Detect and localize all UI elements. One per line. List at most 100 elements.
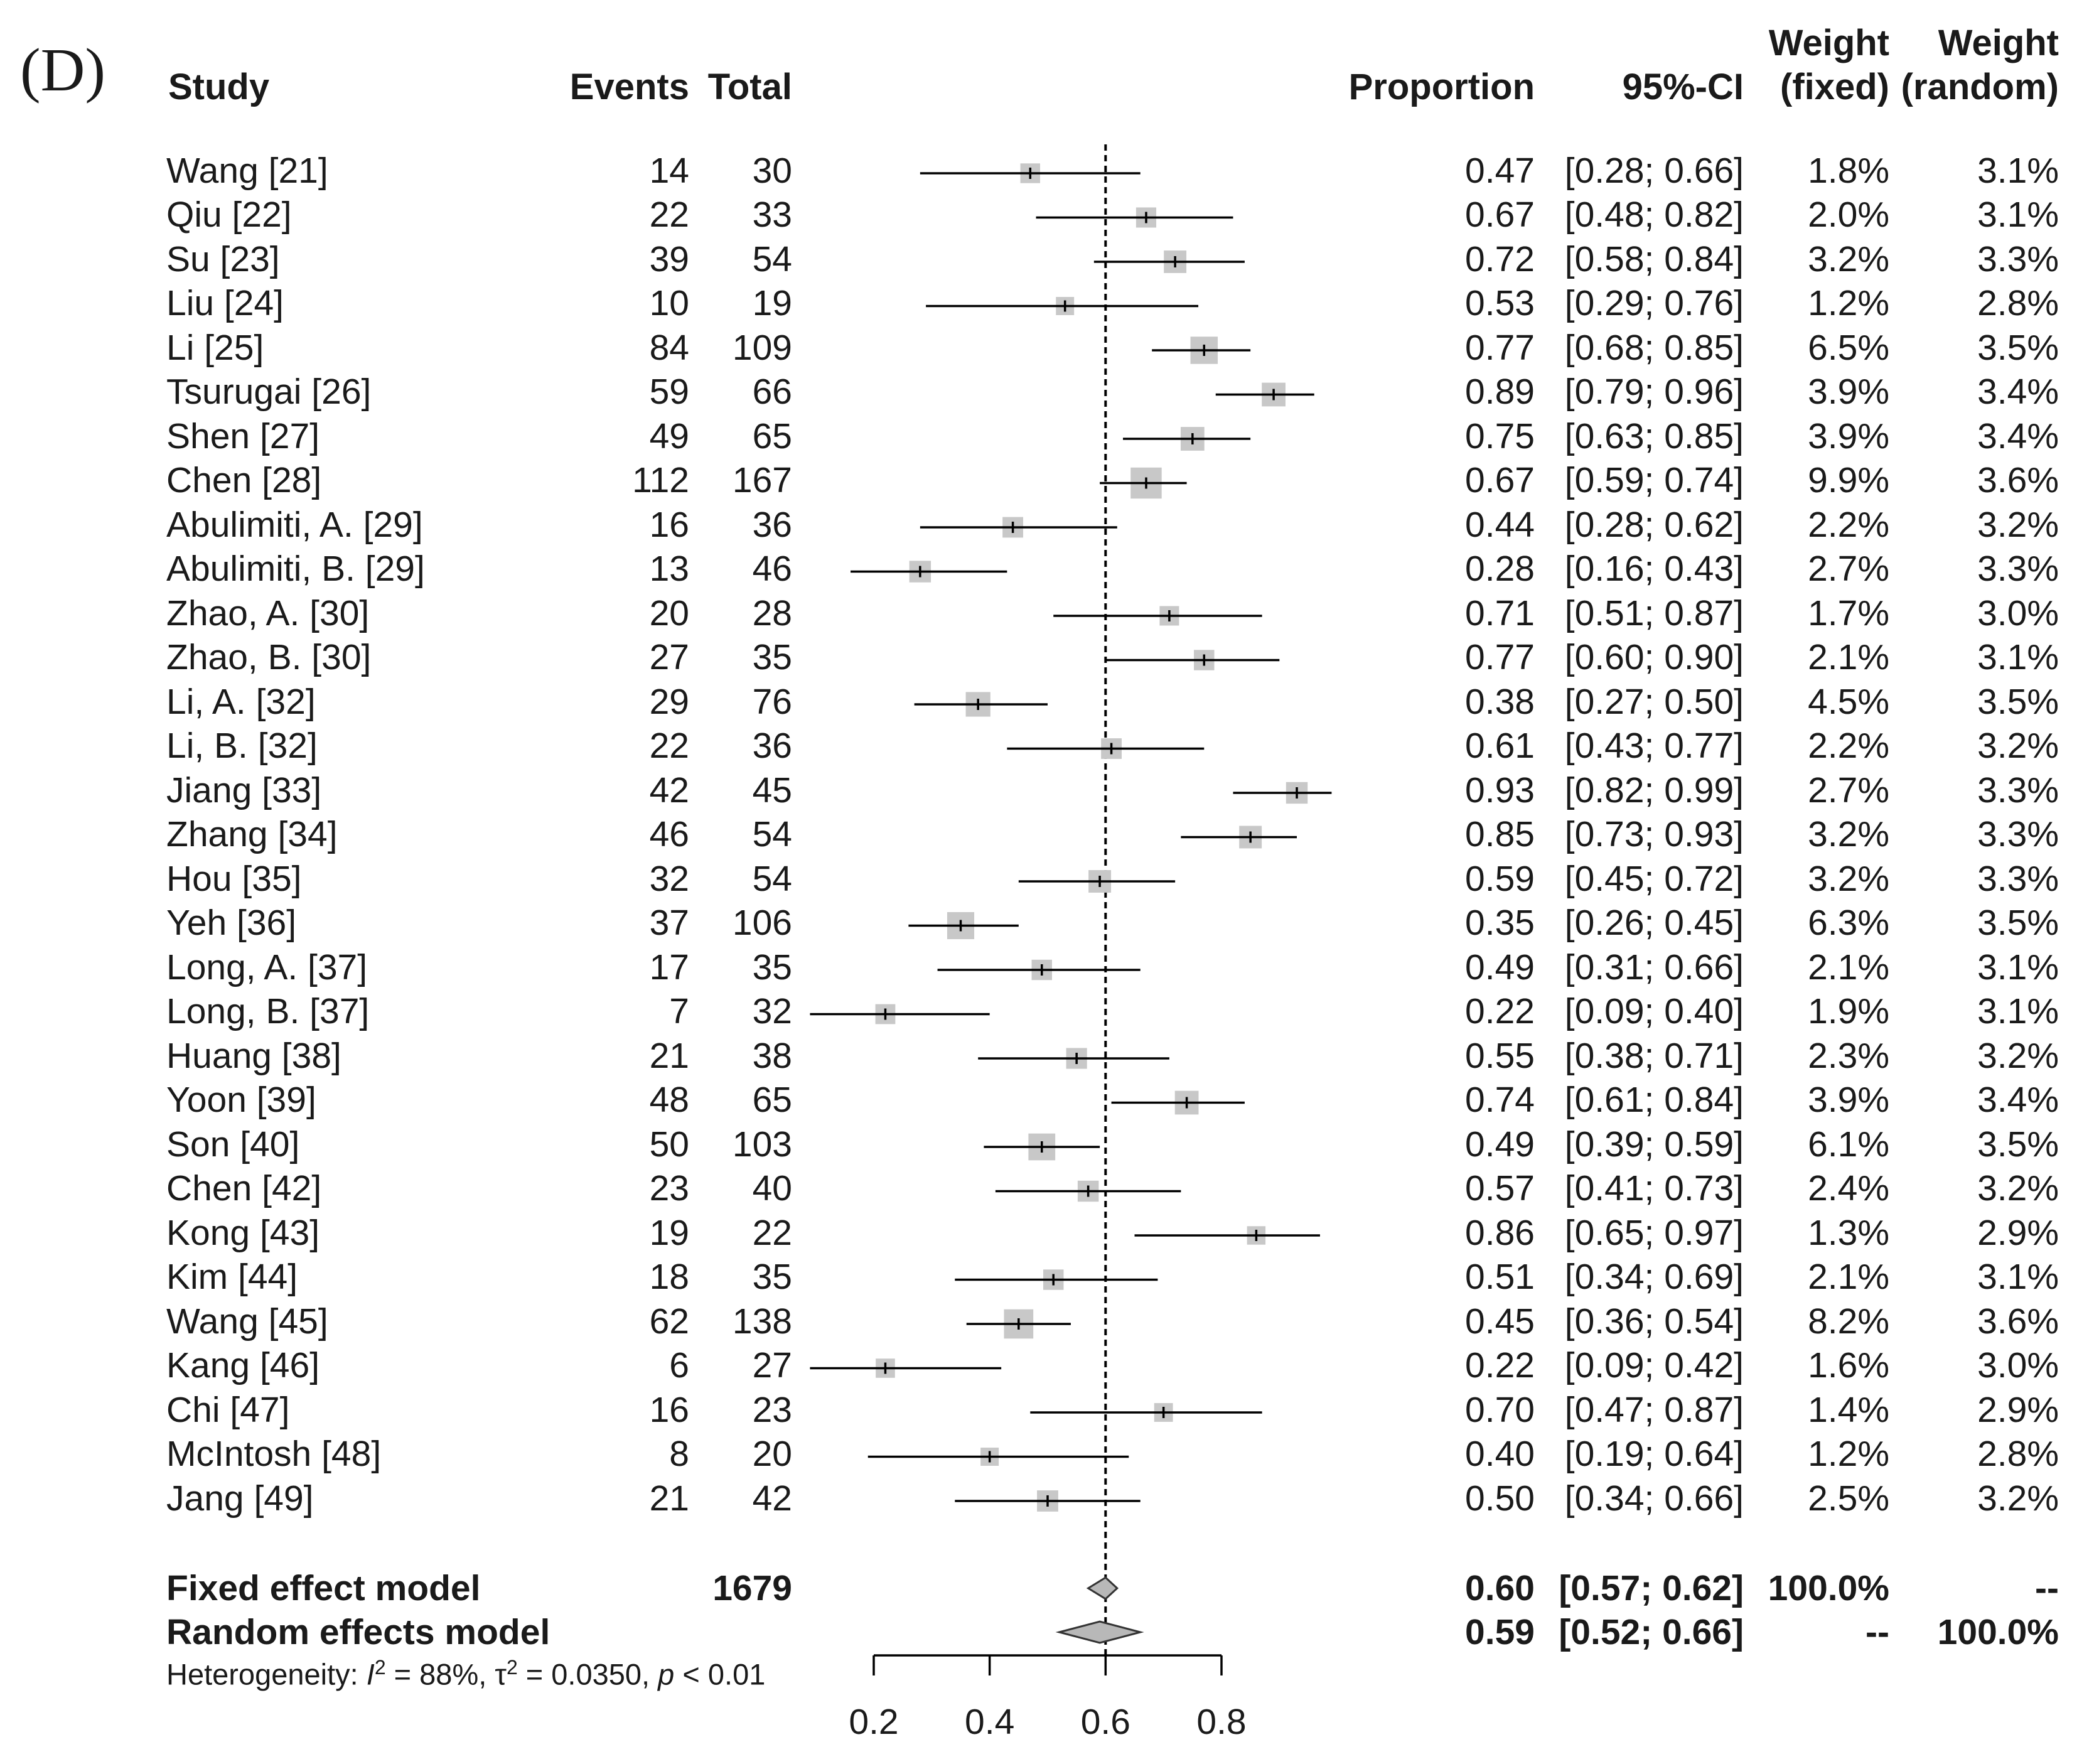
cell-proportion: 0.61 — [1465, 726, 1535, 766]
cell-study: Wang [21] — [166, 151, 328, 191]
cell-total: 46 — [752, 549, 792, 589]
cell-total: 35 — [752, 947, 792, 987]
cell-events: 10 — [649, 283, 689, 323]
cell-events: 21 — [649, 1036, 689, 1076]
cell-ci: [0.29; 0.76] — [1564, 283, 1744, 323]
cell-proportion: 0.77 — [1465, 328, 1535, 368]
cell-weight-fixed: 1.4% — [1808, 1390, 1889, 1430]
cell-weight-random: 3.2% — [1977, 1168, 2059, 1208]
header-weight-random-2: (random) — [1901, 67, 2059, 107]
cell-ci: [0.09; 0.42] — [1564, 1345, 1744, 1385]
cell-proportion: 0.75 — [1465, 416, 1535, 456]
cell-total: 103 — [732, 1124, 792, 1164]
header-ci: 95%-CI — [1622, 67, 1744, 107]
cell-ci: [0.28; 0.66] — [1564, 151, 1744, 191]
cell-ci: [0.43; 0.77] — [1564, 726, 1744, 766]
cell-weight-fixed: 2.1% — [1808, 1257, 1889, 1297]
random-model-proportion: 0.59 — [1465, 1612, 1535, 1652]
cell-proportion: 0.57 — [1465, 1168, 1535, 1208]
cell-events: 20 — [649, 593, 689, 633]
cell-proportion: 0.59 — [1465, 859, 1535, 899]
cell-proportion: 0.74 — [1465, 1080, 1535, 1120]
cell-weight-random: 3.1% — [1977, 947, 2059, 987]
cell-weight-fixed: 8.2% — [1808, 1301, 1889, 1342]
cell-events: 46 — [649, 814, 689, 854]
cell-proportion: 0.45 — [1465, 1301, 1535, 1342]
cell-events: 84 — [649, 328, 689, 368]
fixed-model-weight-random: -- — [2035, 1568, 2059, 1608]
cell-events: 18 — [649, 1257, 689, 1297]
cell-proportion: 0.55 — [1465, 1036, 1535, 1076]
cell-proportion: 0.89 — [1465, 372, 1535, 412]
cell-weight-random: 3.5% — [1977, 1124, 2059, 1164]
cell-weight-random: 3.2% — [1977, 726, 2059, 766]
random-model-weight-fixed: -- — [1865, 1612, 1889, 1652]
cell-events: 16 — [649, 505, 689, 545]
cell-study: Wang [45] — [166, 1301, 328, 1342]
cell-ci: [0.28; 0.62] — [1564, 505, 1744, 545]
cell-weight-random: 3.4% — [1977, 1080, 2059, 1120]
cell-total: 54 — [752, 859, 792, 899]
cell-total: 36 — [752, 505, 792, 545]
cell-events: 62 — [649, 1301, 689, 1342]
cell-proportion: 0.86 — [1465, 1213, 1535, 1253]
cell-proportion: 0.67 — [1465, 460, 1535, 500]
cell-total: 65 — [752, 1080, 792, 1120]
cell-ci: [0.27; 0.50] — [1564, 682, 1744, 722]
cell-ci: [0.39; 0.59] — [1564, 1124, 1744, 1164]
cell-weight-fixed: 2.4% — [1808, 1168, 1889, 1208]
cell-total: 20 — [752, 1434, 792, 1474]
cell-weight-random: 3.3% — [1977, 549, 2059, 589]
cell-proportion: 0.70 — [1465, 1390, 1535, 1430]
cell-weight-fixed: 4.5% — [1808, 682, 1889, 722]
random-model-ci: [0.52; 0.66] — [1559, 1612, 1744, 1652]
cell-weight-random: 3.1% — [1977, 1257, 2059, 1297]
x-tick-label: 0.2 — [849, 1702, 898, 1742]
cell-events: 112 — [632, 460, 689, 500]
cell-weight-fixed: 3.2% — [1808, 814, 1889, 854]
cell-weight-fixed: 3.9% — [1808, 372, 1889, 412]
cell-proportion: 0.22 — [1465, 1345, 1535, 1385]
cell-weight-random: 3.3% — [1977, 239, 2059, 279]
cell-weight-fixed: 2.7% — [1808, 770, 1889, 810]
cell-study: Kim [44] — [166, 1257, 298, 1297]
cell-ci: [0.36; 0.54] — [1564, 1301, 1744, 1342]
header-proportion: Proportion — [1348, 67, 1535, 107]
cell-total: 66 — [752, 372, 792, 412]
cell-events: 22 — [649, 195, 689, 235]
header-events: Events — [569, 67, 689, 107]
cell-weight-fixed: 3.2% — [1808, 239, 1889, 279]
cell-events: 13 — [649, 549, 689, 589]
cell-total: 35 — [752, 1257, 792, 1297]
cell-proportion: 0.28 — [1465, 549, 1535, 589]
cell-study: Su [23] — [166, 239, 280, 279]
cell-weight-random: 3.1% — [1977, 151, 2059, 191]
cell-total: 42 — [752, 1478, 792, 1519]
cell-weight-random: 3.5% — [1977, 328, 2059, 368]
cell-events: 21 — [649, 1478, 689, 1519]
cell-weight-random: 3.2% — [1977, 1036, 2059, 1076]
x-tick-label: 0.8 — [1196, 1702, 1246, 1742]
cell-ci: [0.68; 0.85] — [1564, 328, 1744, 368]
cell-weight-random: 3.1% — [1977, 637, 2059, 677]
cell-total: 36 — [752, 726, 792, 766]
cell-study: Long, A. [37] — [166, 947, 368, 987]
random-effects-diamond — [1055, 1620, 1144, 1644]
cell-proportion: 0.85 — [1465, 814, 1535, 854]
cell-ci: [0.26; 0.45] — [1564, 903, 1744, 943]
cell-events: 59 — [649, 372, 689, 412]
cell-total: 45 — [752, 770, 792, 810]
fixed-model-weight-fixed: 100.0% — [1768, 1568, 1889, 1608]
cell-study: Kong [43] — [166, 1213, 320, 1253]
cell-events: 48 — [649, 1080, 689, 1120]
cell-weight-random: 2.8% — [1977, 283, 2059, 323]
cell-study: Zhao, A. [30] — [166, 593, 370, 633]
cell-study: Chen [42] — [166, 1168, 322, 1208]
header-study: Study — [168, 67, 270, 107]
cell-study: Huang [38] — [166, 1036, 341, 1076]
cell-study: Abulimiti, A. [29] — [166, 505, 423, 545]
cell-proportion: 0.77 — [1465, 637, 1535, 677]
cell-events: 27 — [649, 637, 689, 677]
cell-weight-fixed: 1.6% — [1808, 1345, 1889, 1385]
cell-proportion: 0.51 — [1465, 1257, 1535, 1297]
